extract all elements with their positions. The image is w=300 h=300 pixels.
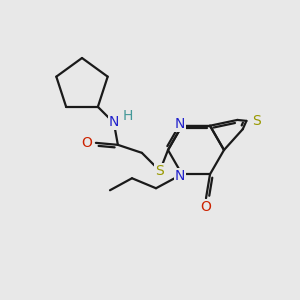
- Text: N: N: [175, 117, 185, 131]
- Text: N: N: [109, 115, 119, 129]
- Text: S: S: [252, 114, 261, 128]
- Text: O: O: [81, 136, 92, 150]
- Text: H: H: [123, 109, 133, 123]
- Text: O: O: [201, 200, 212, 214]
- Text: S: S: [155, 164, 164, 178]
- Text: N: N: [175, 169, 185, 183]
